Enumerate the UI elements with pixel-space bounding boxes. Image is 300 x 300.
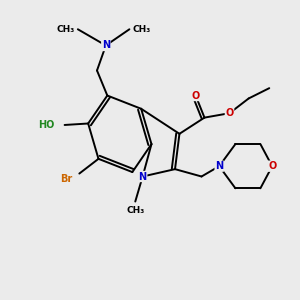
- Text: O: O: [268, 161, 276, 171]
- Text: CH₃: CH₃: [126, 206, 144, 215]
- Text: N: N: [102, 40, 110, 50]
- Text: HO: HO: [38, 120, 54, 130]
- Text: N: N: [215, 161, 223, 171]
- Text: CH₃: CH₃: [132, 25, 151, 34]
- Text: O: O: [225, 108, 234, 118]
- Text: N: N: [139, 172, 147, 182]
- Text: O: O: [191, 91, 200, 100]
- Text: CH₃: CH₃: [57, 25, 75, 34]
- Text: Br: Br: [60, 174, 72, 184]
